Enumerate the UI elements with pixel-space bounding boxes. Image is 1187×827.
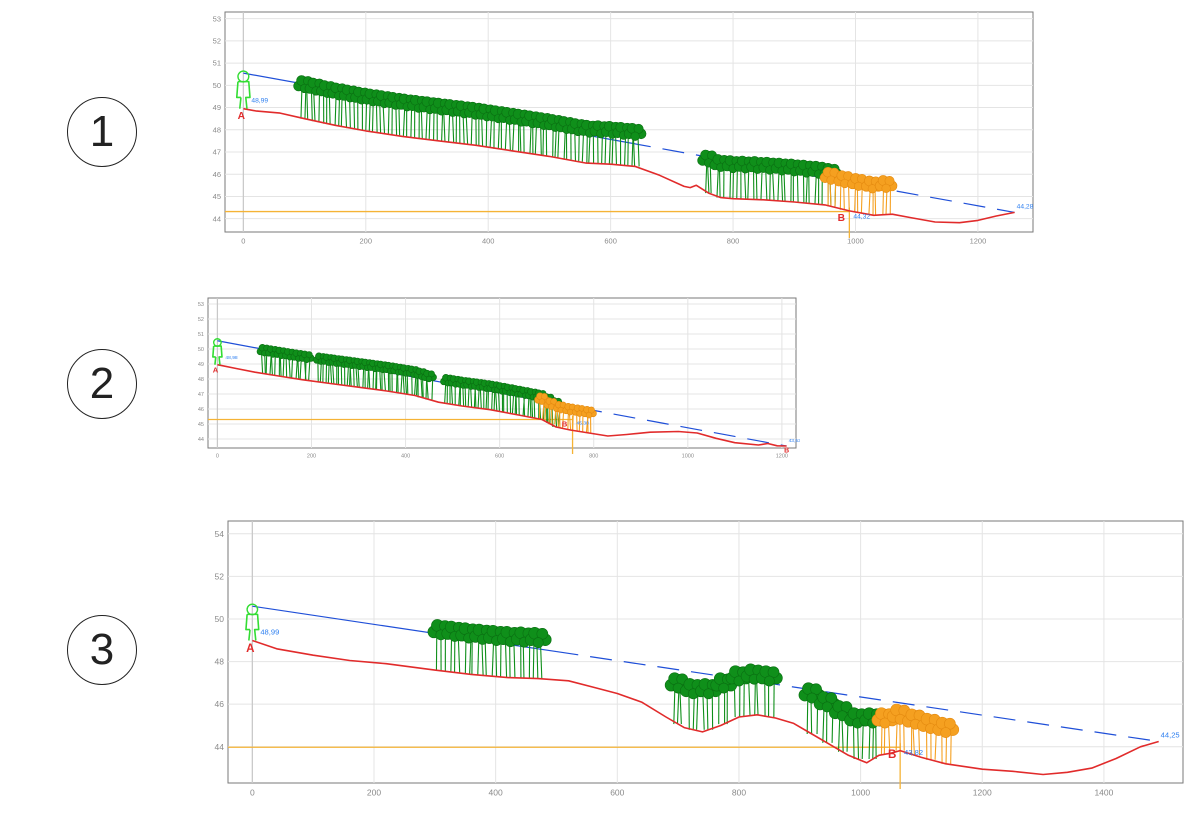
p3-tree-forest [798, 682, 826, 735]
p3-y-tick-label: 46 [215, 699, 225, 709]
p1-point-b-value: 44,32 [853, 214, 870, 221]
p1-tree-forest [509, 108, 533, 153]
p2-point-b-value: 45,30 [577, 421, 590, 427]
p2-y-tick-label: 45 [198, 422, 204, 428]
p1-x-tick-label: 0 [241, 237, 245, 246]
p3-tree-layer [427, 619, 960, 764]
p3-tree-forest [756, 665, 783, 717]
p2-point-a-label: A [213, 365, 219, 374]
p2-tree-forest [299, 350, 315, 381]
p2-tree-forest [421, 369, 437, 400]
p3-x-tick-label: 0 [250, 788, 255, 798]
p2-x-tick-label: 600 [495, 454, 504, 460]
p3-terrain-profile [252, 639, 1159, 776]
p2-x-tick-label: 0 [216, 454, 219, 460]
p2-y-tick-label: 47 [198, 392, 204, 398]
p3-y-tick-label: 54 [215, 529, 225, 539]
p2-y-tick-label: 50 [198, 347, 204, 353]
p1-y-tick-label: 47 [213, 148, 221, 157]
p2-observer-icon [212, 338, 223, 365]
panel-1-number-badge: 1 [67, 97, 137, 167]
p3-point-b-label: B [888, 748, 896, 761]
profile-chart-2: 0 200 400 600 800 1000 1200 44 45 46 47 48 49 50 51 52 5… [198, 297, 800, 460]
p1-y-tick-label: 46 [213, 170, 221, 179]
p2-y-tick-label: 52 [198, 317, 204, 323]
p2-y-tick-label: 49 [198, 362, 204, 368]
p1-y-tick-label: 50 [213, 81, 221, 90]
p1-point-a-value: 48,99 [251, 98, 268, 105]
p2-x-tick-label: 800 [589, 454, 598, 460]
p3-tree-target [932, 716, 960, 764]
p1-sightline-dashed [628, 142, 1015, 214]
p3-x-tick-label: 1000 [851, 788, 870, 798]
p2-x-tick-label: 200 [307, 454, 316, 460]
p3-x-tick-label: 200 [367, 788, 381, 798]
p1-x-tick-label: 1000 [847, 237, 864, 246]
p1-x-tick-label: 400 [482, 237, 495, 246]
p2-end-value: 43,53 [789, 438, 800, 444]
p1-end-value: 44,28 [1017, 203, 1034, 210]
p1-tree-target [874, 175, 898, 215]
profile-chart-3: 0 200 400 600 800 1000 1200 1400 44 46 48 50 52 54 A 48… [215, 520, 1184, 798]
p3-plot-area [227, 520, 1184, 784]
p2-tree-forest [336, 355, 352, 386]
p2-tree-target [571, 404, 588, 432]
p2-point-a-value: 48,98 [225, 355, 238, 361]
profile-chart-1: 0 200 400 600 800 1000 1200 44 45 46 47 48 49 50 51 52 5… [213, 11, 1034, 246]
p1-x-tick-label: 600 [604, 237, 617, 246]
p1-x-tick-label: 1200 [970, 237, 987, 246]
p1-y-tick-label: 53 [213, 14, 221, 23]
panel-2-number-badge: 2 [67, 349, 137, 419]
p1-y-tick-label: 52 [213, 37, 221, 46]
p1-terrain-profile [243, 107, 1015, 224]
p2-tree-layer [256, 344, 597, 434]
p3-observer-icon [245, 603, 260, 641]
p3-x-tick-label: 1400 [1094, 788, 1113, 798]
p2-y-tick-label: 44 [198, 437, 204, 443]
p3-point-a-label: A [246, 642, 255, 655]
p1-tree-forest [807, 160, 830, 205]
p1-x-tick-label: 800 [727, 237, 740, 246]
panel-3-number-badge: 3 [67, 615, 137, 685]
p3-tree-forest [813, 691, 841, 743]
p3-tree-forest [829, 700, 856, 752]
p2-end-label: B [784, 447, 789, 454]
p2-y-tick-label: 51 [198, 332, 204, 338]
p1-y-tick-label: 48 [213, 125, 221, 134]
p1-plot-area [224, 11, 1034, 233]
p1-point-a-label: A [238, 111, 246, 122]
p2-terrain-profile [217, 363, 787, 447]
p1-tree-layer [293, 75, 898, 216]
p1-tree-forest [758, 156, 782, 201]
p1-y-tick-label: 44 [213, 214, 221, 223]
p3-y-tick-label: 48 [215, 657, 225, 667]
p1-y-tick-label: 49 [213, 103, 221, 112]
p3-point-b-value: 43,82 [904, 748, 923, 757]
p2-x-tick-label: 1200 [776, 454, 788, 460]
p3-x-tick-label: 400 [489, 788, 503, 798]
p2-y-tick-label: 53 [198, 302, 204, 308]
p1-point-b-label: B [838, 213, 845, 224]
p2-x-tick-label: 400 [401, 454, 410, 460]
p3-x-tick-label: 800 [732, 788, 746, 798]
p1-y-tick-label: 45 [213, 192, 221, 201]
p1-observer-icon [235, 70, 251, 109]
p3-y-tick-label: 44 [215, 742, 225, 752]
p2-tree-target [581, 406, 597, 434]
p1-tree-forest [623, 123, 647, 167]
p1-y-tick-label: 51 [213, 59, 221, 68]
p2-point-b-label: B [562, 419, 568, 428]
p3-x-tick-label: 600 [610, 788, 624, 798]
p3-y-tick-label: 52 [215, 571, 225, 581]
p3-end-value: 44,25 [1161, 730, 1180, 739]
p3-y-tick-label: 50 [215, 614, 225, 624]
p3-x-tick-label: 1200 [973, 788, 992, 798]
p1-x-tick-label: 200 [360, 237, 373, 246]
p3-point-a-value: 48,99 [260, 627, 279, 636]
p2-y-tick-label: 48 [198, 377, 204, 383]
p3-tree-forest [524, 626, 552, 679]
p2-y-tick-label: 46 [198, 407, 204, 413]
p2-x-tick-label: 1000 [682, 454, 694, 460]
